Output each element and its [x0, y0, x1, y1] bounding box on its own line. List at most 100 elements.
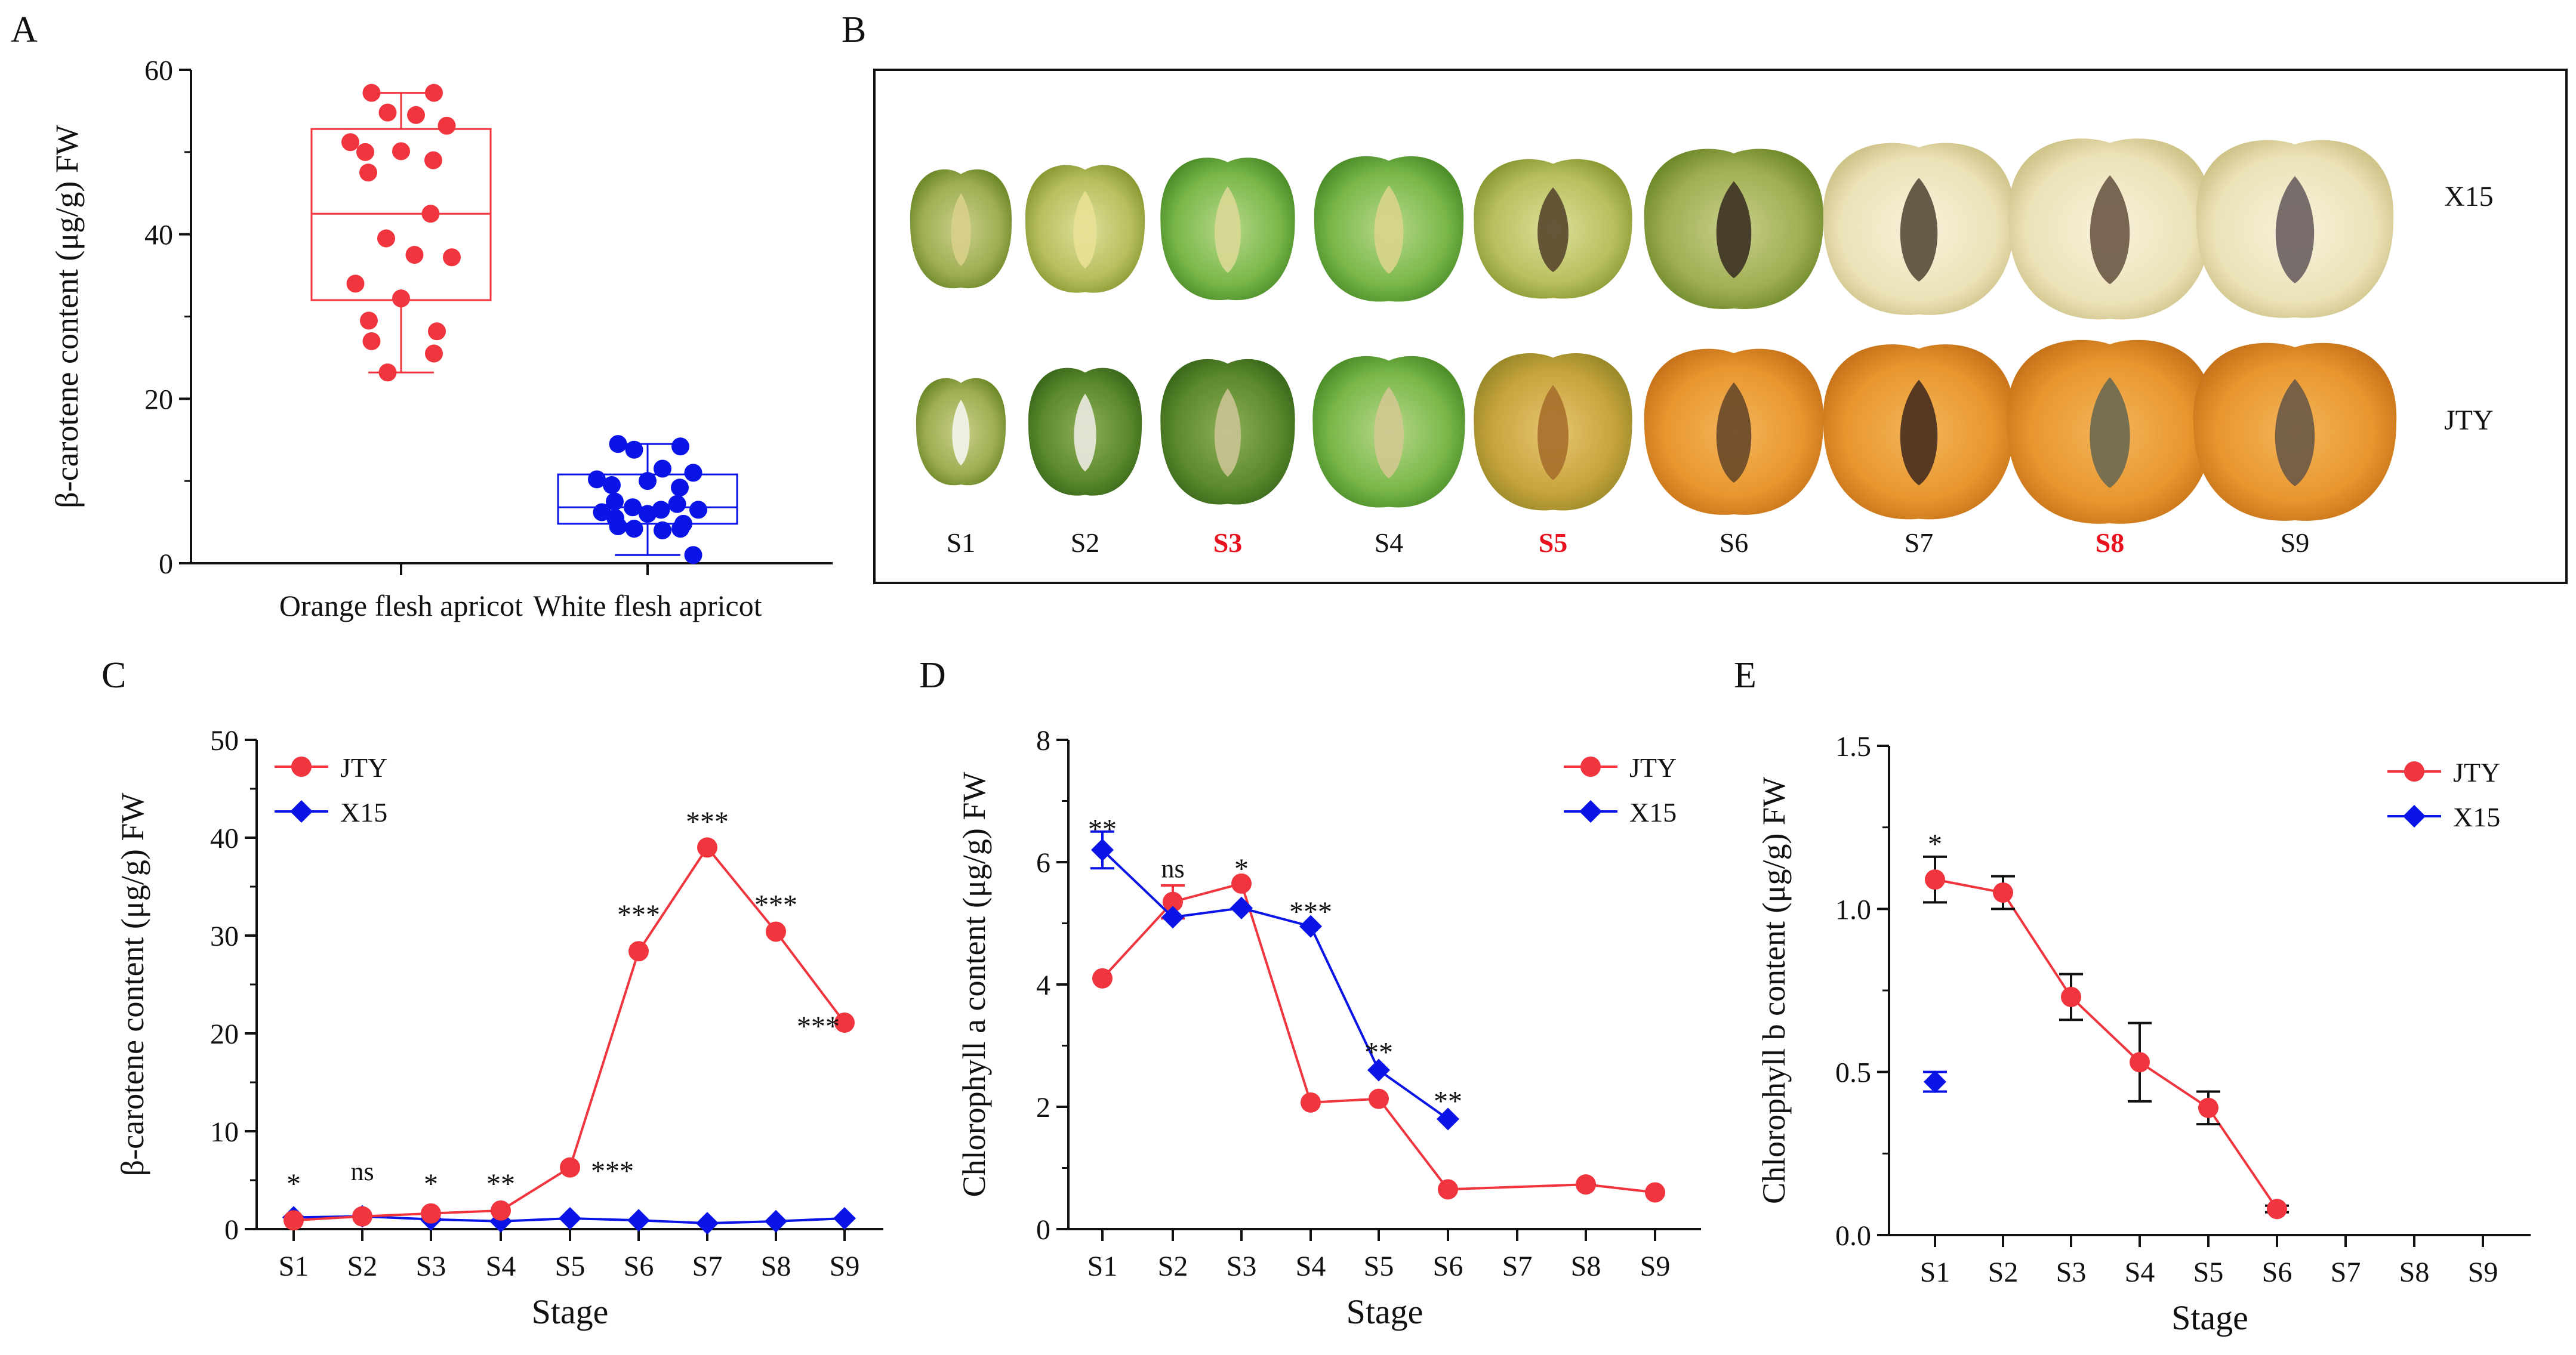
- d-y-axis-label: Chlorophyll a content (μg/g) FW: [956, 772, 992, 1197]
- d-legend-marker: [1580, 757, 1601, 777]
- e-x-axis-label: Stage: [2171, 1298, 2248, 1337]
- d-y-tick-label: 4: [1036, 970, 1050, 1001]
- a-point: [606, 492, 624, 511]
- d-point-jty: [1092, 968, 1113, 989]
- d-x-tick-label: S2: [1158, 1251, 1188, 1282]
- e-x-tick-label: S4: [2125, 1257, 2155, 1288]
- a-point: [437, 116, 456, 135]
- d-point-x15: [1230, 896, 1253, 919]
- c-point-x15: [559, 1206, 581, 1230]
- a-point: [652, 501, 670, 519]
- a-point: [624, 498, 642, 517]
- d-point-x15: [1161, 906, 1184, 929]
- photo-stage-label: S8: [2096, 527, 2125, 558]
- a-point: [407, 106, 425, 124]
- e-x-tick-label: S5: [2193, 1257, 2224, 1288]
- e-point-jty: [2061, 986, 2081, 1007]
- c-y-tick-label: 30: [210, 921, 239, 952]
- c-significance-label: ns: [350, 1157, 374, 1186]
- photo-row-jty: [916, 339, 2397, 524]
- a-point: [609, 435, 627, 453]
- d-x-tick-label: S5: [1364, 1251, 1394, 1282]
- fruit-stone: [952, 399, 970, 466]
- a-point: [609, 517, 627, 535]
- a-point: [671, 437, 689, 456]
- d-legend-label: X15: [1629, 797, 1677, 828]
- d-y-tick-label: 0: [1036, 1214, 1050, 1246]
- c-x-axis-label: Stage: [532, 1292, 609, 1331]
- a-point: [378, 103, 397, 122]
- c-significance-label: ***: [754, 890, 797, 921]
- e-y-tick-label: 0.5: [1835, 1057, 1871, 1089]
- e-legend-marker: [2404, 761, 2424, 782]
- panel-a-boxplot: 0 20 40 60 β-carotene content (μg/g) FW Orang…: [49, 55, 833, 622]
- d-x-axis-label: Stage: [1346, 1292, 1423, 1331]
- a-point: [392, 289, 410, 308]
- c-significance-label: **: [486, 1168, 515, 1200]
- e-y-tick-label: 1.0: [1835, 894, 1871, 925]
- d-point-x15: [1299, 915, 1322, 938]
- c-point-x15: [696, 1212, 719, 1235]
- c-x-tick-label: S2: [347, 1251, 378, 1282]
- panel-c-beta-carotene-line: 0 10 20 30 40 50 β-carotene content (μg/g) FW S…: [115, 725, 883, 1331]
- c-x-tick-label: S7: [692, 1251, 723, 1282]
- d-significance-label: *: [1234, 853, 1249, 885]
- e-point-jty: [2198, 1097, 2218, 1118]
- a-point: [639, 505, 657, 523]
- e-y-axis-label: Chlorophyll b content (μg/g) FW: [1756, 777, 1792, 1204]
- c-y-tick-label: 20: [210, 1018, 239, 1050]
- a-point: [603, 476, 621, 495]
- row-label-x15: X15: [2444, 181, 2494, 212]
- e-x-tick-label: S1: [1920, 1257, 1951, 1288]
- e-x-tick-label: S9: [2468, 1257, 2498, 1288]
- d-point-x15: [1091, 838, 1114, 862]
- row-label-jty: JTY: [2444, 405, 2494, 436]
- a-y-tick-label: 60: [144, 55, 173, 87]
- d-significance-label: **: [1434, 1086, 1462, 1118]
- a-point: [360, 311, 378, 330]
- d-point-jty: [1576, 1174, 1596, 1195]
- d-significance-label: **: [1364, 1037, 1393, 1069]
- c-legend-label: JTY: [340, 752, 387, 783]
- d-point-jty: [1231, 873, 1252, 894]
- c-point-x15: [765, 1209, 787, 1233]
- fruit-stone: [951, 193, 971, 266]
- fruit-stone: [1537, 385, 1569, 480]
- e-y-tick-label: 1.5: [1835, 731, 1871, 763]
- a-point: [341, 133, 359, 152]
- a-point: [654, 459, 671, 478]
- c-point-jty: [697, 837, 717, 858]
- photo-stage-label: S9: [2281, 527, 2310, 558]
- c-point-x15: [833, 1206, 856, 1230]
- a-point: [362, 84, 381, 102]
- panel-d-chlorophyll-a-line: 0 2 4 6 8 Chlorophyll a content (μg/g) FW S1 S2…: [956, 725, 1701, 1331]
- a-point: [392, 142, 410, 160]
- d-series-line-jty: [1101, 882, 1656, 1194]
- c-point-jty: [766, 921, 786, 942]
- photo-frame: [873, 69, 2568, 584]
- a-point: [668, 495, 686, 513]
- a-point: [684, 546, 702, 564]
- fruit-stone: [2090, 175, 2130, 285]
- d-point-jty: [1369, 1088, 1389, 1109]
- fruit-stone: [1716, 382, 1752, 483]
- c-x-tick-label: S5: [555, 1251, 586, 1282]
- photo-stage-label: S7: [1905, 527, 1934, 558]
- e-x-tick-label: S2: [1988, 1257, 2019, 1288]
- c-legend-marker: [291, 757, 312, 777]
- c-point-jty: [421, 1203, 441, 1224]
- fruit-stone: [1374, 387, 1404, 479]
- d-point-jty: [1645, 1182, 1665, 1203]
- a-point: [654, 521, 671, 539]
- c-significance-label: ***: [591, 1156, 634, 1187]
- c-y-tick-label: 10: [210, 1116, 239, 1148]
- c-significance-label: ***: [686, 806, 729, 838]
- a-point: [625, 440, 643, 459]
- fruit-stone: [1374, 186, 1404, 274]
- d-x-tick-label: S6: [1433, 1251, 1463, 1282]
- a-point: [684, 464, 702, 482]
- a-point: [625, 520, 643, 538]
- d-point-x15: [1437, 1107, 1459, 1131]
- panel-letter-b: B: [842, 10, 866, 50]
